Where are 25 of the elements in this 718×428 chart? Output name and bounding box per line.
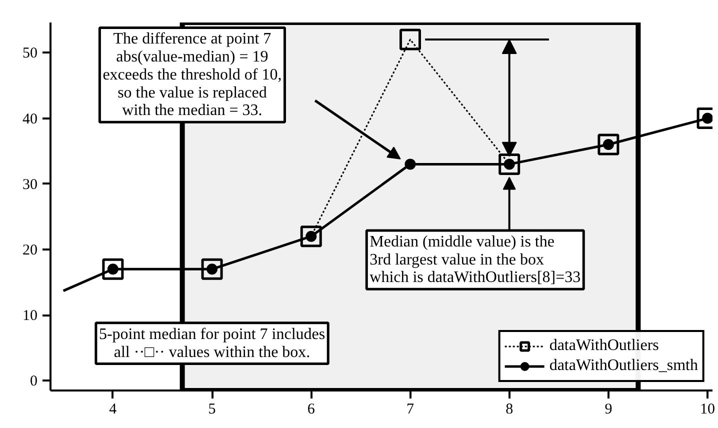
annotation: 5-point median for point 7 includes all ··□·· values within the box. [98,326,326,361]
point [399,28,421,50]
x-tick-label: 5 [208,402,216,418]
point [102,258,124,280]
y-tick-label: 50 [22,46,38,62]
x-tick-label: 10 [700,402,716,418]
point [404,158,416,170]
x-tick-label: 6 [307,402,316,418]
y-tick-label: 0 [30,374,38,390]
point [498,153,520,175]
y-tick-label: 40 [22,111,38,128]
point [300,226,322,248]
y-tick-label: 10 [22,308,38,324]
point [201,258,223,280]
x-tick-label: 4 [109,402,118,418]
y-tick-label: 20 [22,242,38,258]
x-tick-label: 9 [604,402,612,418]
annotation: The difference at point 7 abs(value-median) = 19 exceeds the threshold of 10, so the value is replaced with the median = 33. [102,30,282,120]
legend-label: dataWithOutliers [549,336,659,356]
x-tick-label: 8 [506,402,514,418]
y-tick-label: 30 [22,176,38,193]
x-tick-label: 7 [406,402,414,418]
legend-label: dataWithOutliers_smth [549,356,698,376]
point [598,134,620,156]
annotation: Median (middle value) is the 3rd largest value in the box which is dataWithOutliers[8]=33 [370,233,581,286]
